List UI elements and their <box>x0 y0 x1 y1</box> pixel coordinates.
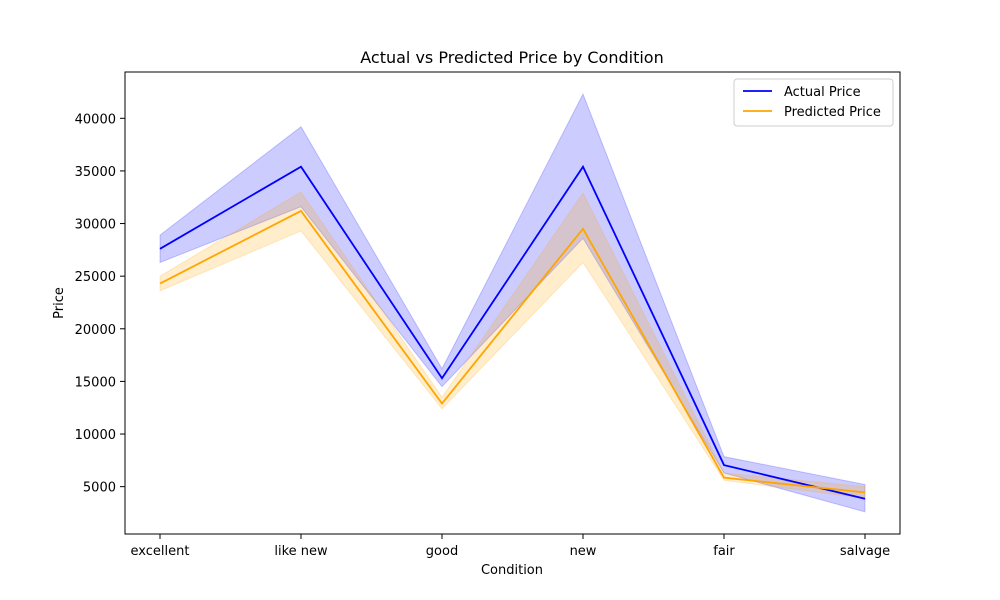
x-tick-label: fair <box>713 544 735 559</box>
y-tick-label: 5000 <box>83 481 116 496</box>
chart-title: Actual vs Predicted Price by Condition <box>360 48 663 67</box>
line-actual-price <box>159 164 866 500</box>
y-tick-label: 25000 <box>75 270 116 285</box>
legend-label-actual-price: Actual Price <box>784 85 861 100</box>
legend: Actual Price Predicted Price <box>733 78 894 127</box>
confidence-bands <box>159 92 866 513</box>
y-tick-label: 15000 <box>75 375 116 390</box>
plot-area <box>124 71 901 535</box>
series-lines <box>159 164 866 500</box>
y-tick-label: 30000 <box>75 218 116 233</box>
legend-label-predicted-price: Predicted Price <box>784 105 881 120</box>
y-tick-label: 20000 <box>75 323 116 338</box>
y-tick-label: 35000 <box>75 165 116 180</box>
band-actual-price <box>159 92 866 513</box>
line-predicted-price <box>159 209 866 494</box>
x-axis-label: Condition <box>481 563 543 578</box>
x-tick-label: new <box>570 544 597 559</box>
x-tick-label: good <box>426 544 458 559</box>
y-axis-label: Price <box>52 287 67 319</box>
legend-box <box>733 78 894 127</box>
y-axis: 5000 10000 15000 20000 25000 30000 35000 40000 <box>75 112 125 496</box>
y-tick-label: 40000 <box>75 112 116 127</box>
y-tick-label: 10000 <box>75 428 116 443</box>
x-tick-label: excellent <box>131 544 190 559</box>
x-tick-label: salvage <box>840 544 890 559</box>
x-tick-label: like new <box>274 544 328 559</box>
x-axis: excellent like new good new fair salvage <box>131 534 890 559</box>
